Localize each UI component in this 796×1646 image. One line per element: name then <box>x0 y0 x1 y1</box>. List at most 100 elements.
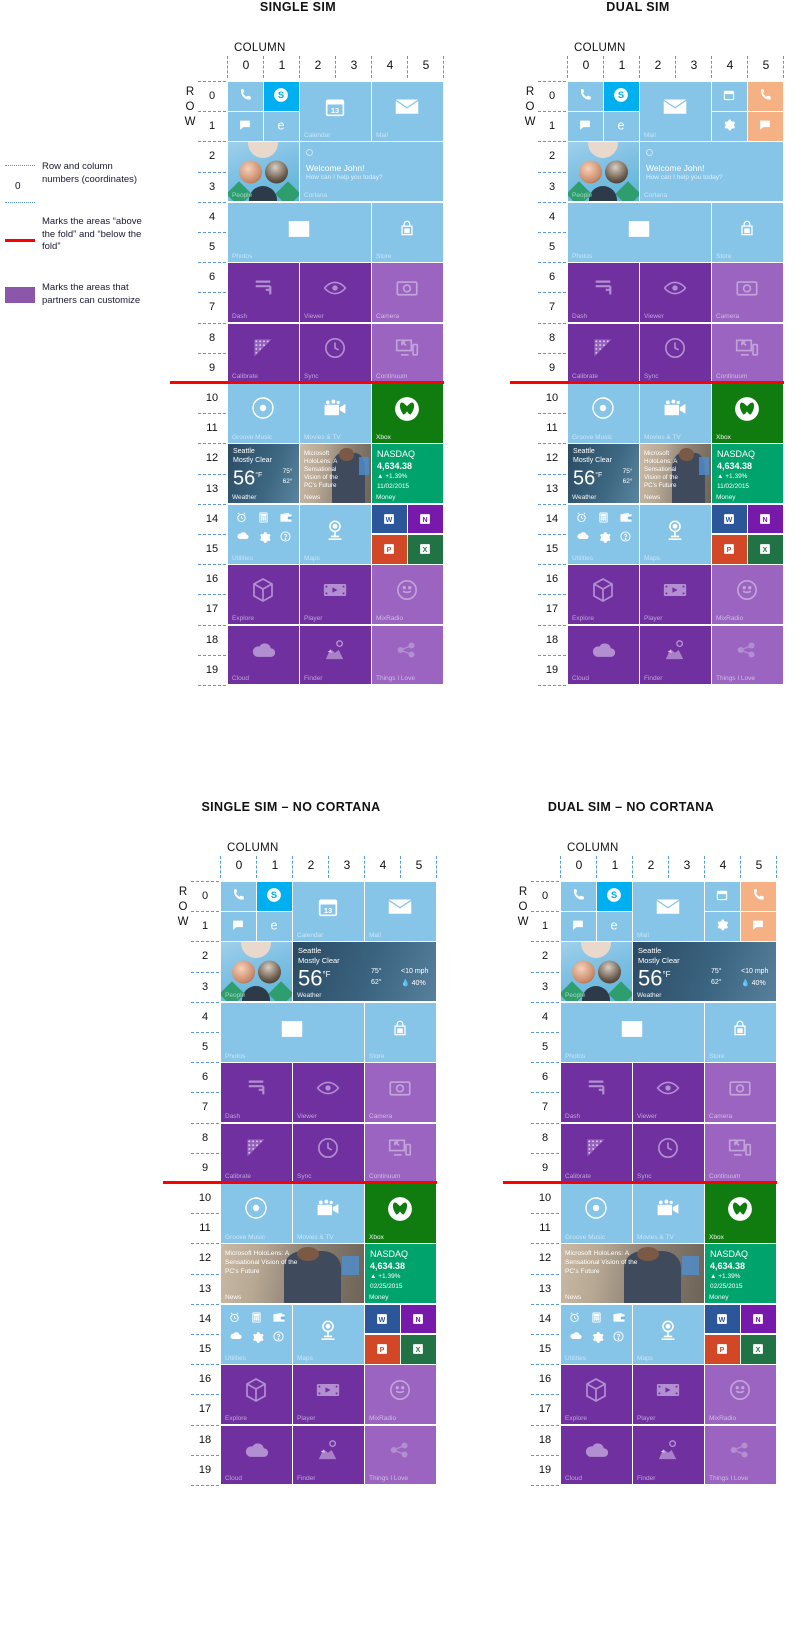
tile-money[interactable]: NASDAQ 4,634.38 ▲ +1.39% 02/25/2015 Mone… <box>705 1244 776 1304</box>
tile-utilities[interactable]: Utilities <box>561 1304 632 1364</box>
tile-calendar-small[interactable] <box>712 82 747 111</box>
tile-photos[interactable]: Photos <box>568 202 711 262</box>
tile-continuum[interactable]: Continuum <box>372 323 443 383</box>
tile-sync[interactable]: Sync <box>300 323 371 383</box>
tile-viewer[interactable]: Viewer <box>633 1063 704 1123</box>
tile-messaging[interactable] <box>228 112 263 141</box>
tile-things-i-love[interactable]: Things I Love <box>365 1425 436 1485</box>
tile-groove[interactable]: Groove Music <box>228 384 299 443</box>
tile-people[interactable]: People <box>568 142 639 202</box>
tile-sync[interactable]: Sync <box>633 1123 704 1183</box>
tile-finder[interactable]: Finder <box>293 1425 364 1485</box>
tile-player[interactable]: Player <box>300 565 371 625</box>
tile-maps[interactable]: Maps <box>300 504 371 564</box>
tile-maps[interactable]: Maps <box>633 1304 704 1364</box>
tile-calendar[interactable]: 13 Calendar <box>300 82 371 141</box>
tile-onenote[interactable]: N <box>408 504 443 534</box>
tile-money[interactable]: NASDAQ 4,634.38 ▲ +1.39% 11/02/2015 Mone… <box>372 444 443 504</box>
tile-explore[interactable]: Explore <box>561 1365 632 1425</box>
tile-word[interactable]: W <box>372 504 407 534</box>
tile-mixradio[interactable]: MixRadio <box>712 565 783 625</box>
tile-player[interactable]: Player <box>640 565 711 625</box>
tile-cortana[interactable]: Welcome John! How can I help you today? … <box>300 142 443 202</box>
tile-maps[interactable]: Maps <box>640 504 711 564</box>
tile-money[interactable]: NASDAQ 4,634.38 ▲ +1.39% 02/25/2015 Mone… <box>365 1244 436 1304</box>
tile-onenote[interactable]: N <box>748 504 783 534</box>
tile-messaging[interactable] <box>568 112 603 141</box>
tile-store[interactable]: Store <box>712 202 783 262</box>
tile-phone[interactable] <box>561 882 596 911</box>
tile-powerpoint[interactable]: P <box>712 535 747 564</box>
tile-edge[interactable]: e <box>257 912 292 941</box>
tile-xbox[interactable]: Xbox <box>712 384 783 443</box>
tile-viewer[interactable]: Viewer <box>293 1063 364 1123</box>
tile-camera[interactable]: Camera <box>365 1063 436 1123</box>
tile-store[interactable]: Store <box>705 1002 776 1062</box>
tile-utilities[interactable]: Utilities <box>568 504 639 564</box>
tile-news[interactable]: Microsoft HoloLens: A Sensational Vision… <box>640 444 711 504</box>
tile-weather[interactable]: Seattle Mostly Clear 56°F 75° 62° <10 mp… <box>293 942 436 1002</box>
tile-weather[interactable]: Seattle Mostly Clear 56°F 75° 62° Weathe… <box>568 444 639 504</box>
tile-cloud[interactable]: Cloud <box>568 625 639 685</box>
tile-finder[interactable]: Finder <box>300 625 371 685</box>
tile-things-i-love[interactable]: Things I Love <box>705 1425 776 1485</box>
tile-groove[interactable]: Groove Music <box>568 384 639 443</box>
tile-movies[interactable]: Movies & TV <box>300 384 371 443</box>
tile-camera[interactable]: Camera <box>705 1063 776 1123</box>
tile-continuum[interactable]: Continuum <box>365 1123 436 1183</box>
tile-word[interactable]: W <box>365 1304 400 1334</box>
tile-dash[interactable]: Dash <box>561 1063 632 1123</box>
tile-phone[interactable] <box>228 82 263 111</box>
tile-people[interactable]: People <box>221 942 292 1002</box>
tile-people[interactable]: People <box>561 942 632 1002</box>
tile-messaging-sim2[interactable] <box>741 912 776 941</box>
tile-settings[interactable] <box>712 112 747 141</box>
tile-mixradio[interactable]: MixRadio <box>372 565 443 625</box>
tile-word[interactable]: W <box>712 504 747 534</box>
tile-xbox[interactable]: Xbox <box>372 384 443 443</box>
tile-edge[interactable]: e <box>597 912 632 941</box>
tile-calibrate[interactable]: Calibrate <box>561 1123 632 1183</box>
tile-cortana[interactable]: Welcome John! How can I help you today? … <box>640 142 783 202</box>
tile-cloud[interactable]: Cloud <box>221 1425 292 1485</box>
tile-finder[interactable]: Finder <box>633 1425 704 1485</box>
tile-sync[interactable]: Sync <box>293 1123 364 1183</box>
tile-player[interactable]: Player <box>633 1365 704 1425</box>
tile-explore[interactable]: Explore <box>221 1365 292 1425</box>
tile-calibrate[interactable]: Calibrate <box>568 323 639 383</box>
tile-phone[interactable] <box>568 82 603 111</box>
tile-onenote[interactable]: N <box>401 1304 436 1334</box>
tile-skype[interactable]: S <box>597 882 632 911</box>
tile-weather[interactable]: Seattle Mostly Clear 56°F 75° 62° <10 mp… <box>633 942 776 1002</box>
tile-calibrate[interactable]: Calibrate <box>221 1123 292 1183</box>
tile-dash[interactable]: Dash <box>228 263 299 323</box>
tile-things-i-love[interactable]: Things I Love <box>372 625 443 685</box>
tile-messaging[interactable] <box>221 912 256 941</box>
tile-cloud[interactable]: Cloud <box>228 625 299 685</box>
tile-skype[interactable]: S <box>257 882 292 911</box>
tile-skype[interactable]: S <box>604 82 639 111</box>
tile-utilities[interactable]: Utilities <box>221 1304 292 1364</box>
tile-excel[interactable]: X <box>741 1335 776 1364</box>
tile-word[interactable]: W <box>705 1304 740 1334</box>
tile-mixradio[interactable]: MixRadio <box>365 1365 436 1425</box>
tile-store[interactable]: Store <box>365 1002 436 1062</box>
tile-photos[interactable]: Photos <box>221 1002 364 1062</box>
tile-utilities[interactable]: Utilities <box>228 504 299 564</box>
tile-phone-sim2[interactable] <box>741 882 776 911</box>
tile-phone-sim2[interactable] <box>748 82 783 111</box>
tile-camera[interactable]: Camera <box>712 263 783 323</box>
tile-things-i-love[interactable]: Things I Love <box>712 625 783 685</box>
tile-mixradio[interactable]: MixRadio <box>705 1365 776 1425</box>
tile-messaging-sim2[interactable] <box>748 112 783 141</box>
tile-movies[interactable]: Movies & TV <box>293 1184 364 1243</box>
tile-photos[interactable]: Photos <box>561 1002 704 1062</box>
tile-onenote[interactable]: N <box>741 1304 776 1334</box>
tile-powerpoint[interactable]: P <box>365 1335 400 1364</box>
tile-powerpoint[interactable]: P <box>705 1335 740 1364</box>
tile-calibrate[interactable]: Calibrate <box>228 323 299 383</box>
tile-people[interactable]: People <box>228 142 299 202</box>
tile-news[interactable]: Microsoft HoloLens: A Sensational Vision… <box>221 1244 364 1304</box>
tile-news[interactable]: Microsoft HoloLens: A Sensational Vision… <box>300 444 371 504</box>
tile-mail[interactable]: Mail <box>640 82 711 141</box>
